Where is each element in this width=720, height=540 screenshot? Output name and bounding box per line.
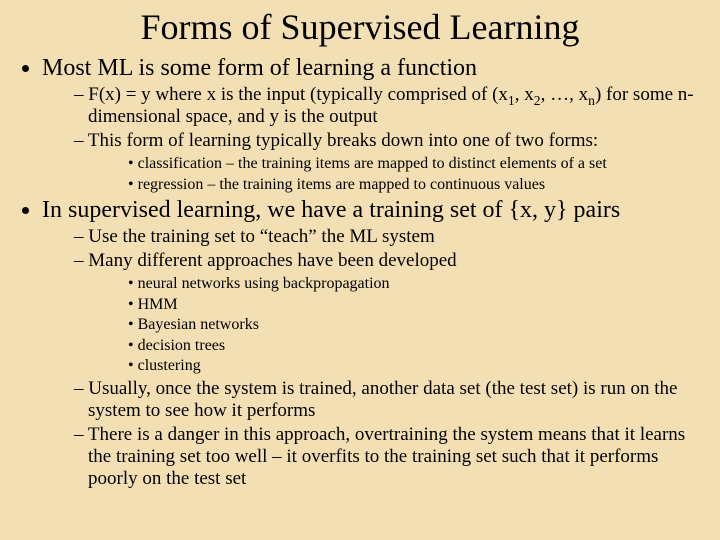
bullet-text: decision trees xyxy=(138,337,226,354)
bullet-l1-item: Most ML is some form of learning a funct… xyxy=(42,54,700,195)
bullet-text: F(x) = y where x is the input (typically… xyxy=(88,84,508,105)
bullet-text: This form of learning typically breaks d… xyxy=(88,130,598,151)
bullet-text: , x xyxy=(515,84,534,105)
bullet-l1-item: In supervised learning, we have a traini… xyxy=(42,196,700,491)
slide-title: Forms of Supervised Learning xyxy=(20,8,700,48)
bullet-l2-item: This form of learning typically breaks d… xyxy=(74,130,700,194)
subscript: 2 xyxy=(534,93,541,108)
bullet-l2-item: Many different approaches have been deve… xyxy=(74,250,700,376)
bullet-text: Most ML is some form of learning a funct… xyxy=(42,55,477,81)
bullet-l3-item: Bayesian networks xyxy=(128,315,700,335)
bullet-l2-item: There is a danger in this approach, over… xyxy=(74,424,700,491)
bullet-l3-item: clustering xyxy=(128,356,700,376)
bullet-list-level3: classification – the training items are … xyxy=(88,154,700,194)
bullet-text: Use the training set to “teach” the ML s… xyxy=(88,226,434,247)
bullet-list-level2: F(x) = y where x is the input (typically… xyxy=(42,84,700,194)
bullet-list-level2: Use the training set to “teach” the ML s… xyxy=(42,226,700,490)
bullet-l3-item: HMM xyxy=(128,295,700,315)
bullet-text: Many different approaches have been deve… xyxy=(88,250,456,271)
bullet-l2-item: Use the training set to “teach” the ML s… xyxy=(74,226,700,248)
bullet-text: , …, x xyxy=(541,84,589,105)
bullet-text: HMM xyxy=(138,296,178,313)
bullet-l3-item: neural networks using backpropagation xyxy=(128,274,700,294)
bullet-text: There is a danger in this approach, over… xyxy=(88,424,685,490)
bullet-text: classification – the training items are … xyxy=(138,155,607,172)
bullet-list-level3: neural networks using backpropagation HM… xyxy=(88,274,700,376)
bullet-l2-item: F(x) = y where x is the input (typically… xyxy=(74,84,700,129)
bullet-l3-item: regression – the training items are mapp… xyxy=(128,175,700,195)
bullet-text: In supervised learning, we have a traini… xyxy=(42,197,620,223)
bullet-text: neural networks using backpropagation xyxy=(138,275,390,292)
subscript: 1 xyxy=(508,93,515,108)
bullet-text: regression – the training items are mapp… xyxy=(138,176,545,193)
bullet-text: Usually, once the system is trained, ano… xyxy=(88,378,677,421)
bullet-l3-item: classification – the training items are … xyxy=(128,154,700,174)
bullet-list-level1: Most ML is some form of learning a funct… xyxy=(20,54,700,491)
subscript: n xyxy=(588,93,595,108)
bullet-text: Bayesian networks xyxy=(138,316,259,333)
bullet-l2-item: Usually, once the system is trained, ano… xyxy=(74,378,700,423)
slide: Forms of Supervised Learning Most ML is … xyxy=(0,0,720,540)
bullet-l3-item: decision trees xyxy=(128,336,700,356)
bullet-text: clustering xyxy=(138,357,201,374)
